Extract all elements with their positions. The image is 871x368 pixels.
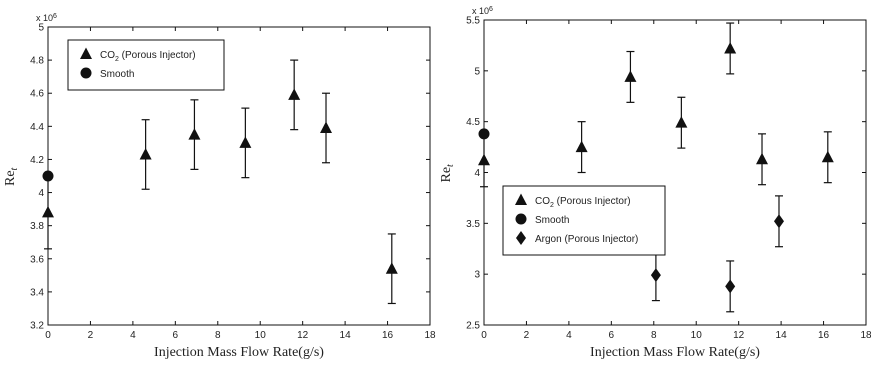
- x-tick-label: 6: [173, 330, 179, 341]
- x-tick-label: 16: [818, 330, 830, 341]
- x-axis-label: Injection Mass Flow Rate(g/s): [154, 345, 324, 360]
- legend-label: CO2 (Porous Injector): [535, 196, 631, 209]
- x-tick-label: 18: [860, 330, 871, 341]
- y-tick-label: 3.6: [30, 254, 44, 265]
- x-tick-label: 10: [691, 330, 703, 341]
- chart-panel-1: 0 2 4 6 8 10 12 14 16 18 3.2 3.4 3.6 3.8 4 4.2 4.4 4.6 4.8…: [3, 13, 436, 360]
- legend-label: Smooth: [535, 215, 569, 226]
- series-circle: [478, 128, 490, 140]
- x-tick-label: 0: [45, 330, 51, 341]
- legend: CO2 (Porous Injector) Smooth Argon (Porous…: [502, 185, 666, 256]
- data-point-circle: [42, 170, 54, 182]
- legend-marker-diamond: [516, 231, 526, 245]
- data-point-circle: [478, 128, 490, 140]
- y-tick-label: 3: [474, 270, 480, 281]
- y-tick-label: 4.6: [30, 89, 44, 100]
- x-tick-label: 8: [215, 330, 221, 341]
- plot-frame: [483, 19, 867, 326]
- data-point-triangle: [724, 41, 737, 54]
- series-triangle: [478, 22, 834, 188]
- data-point-triangle: [320, 121, 333, 133]
- legend-label: Argon (Porous Injector): [535, 234, 638, 245]
- data-point-triangle: [385, 262, 398, 274]
- series-triangle: [42, 59, 398, 305]
- y-tick-label: 4.8: [30, 56, 44, 67]
- x-tick-label: 14: [340, 330, 352, 341]
- y-axis-label: Ret: [439, 164, 456, 183]
- data-point-triangle: [42, 205, 54, 218]
- y-tick-label: 3.4: [30, 287, 44, 298]
- legend-marker-triangle: [80, 47, 92, 59]
- legend: CO2 (Porous Injector) Smooth: [67, 39, 225, 91]
- x-tick-label: 6: [609, 330, 615, 341]
- y-tick-label: 4.5: [466, 117, 480, 128]
- x-tick-label: 2: [524, 330, 530, 341]
- data-point-triangle: [575, 140, 588, 153]
- x-tick-label: 4: [566, 330, 572, 341]
- x-tick-label: 2: [88, 330, 94, 341]
- y-tick-label: 4: [38, 188, 44, 199]
- data-point-triangle: [288, 88, 301, 100]
- y-tick-label: 5: [474, 66, 480, 77]
- data-point-triangle: [756, 152, 769, 165]
- y-tick-label: 4.2: [30, 155, 44, 166]
- x-tick-label: 8: [651, 330, 657, 341]
- y-scale-note: x 106: [472, 6, 493, 16]
- x-tick-label: 12: [733, 330, 745, 341]
- legend-label: Smooth: [100, 69, 134, 80]
- y-axis-label: Ret: [3, 167, 20, 186]
- chart-panel-2: 0 2 4 6 8 10 12 14 16 18 2.5 3 3.5 4 4.5 5 5.5x 106 Injec…: [439, 6, 871, 360]
- data-point-triangle: [821, 150, 834, 163]
- data-point-triangle: [139, 147, 152, 160]
- legend-box: [67, 39, 225, 91]
- x-tick-label: 10: [255, 330, 267, 341]
- x-tick-label: 0: [481, 330, 487, 341]
- x-axis-label: Injection Mass Flow Rate(g/s): [590, 345, 760, 360]
- legend-marker-circle: [515, 213, 527, 225]
- data-point-triangle: [478, 153, 490, 166]
- series-diamond: [650, 195, 784, 313]
- legend-marker-circle: [80, 67, 92, 79]
- data-point-triangle: [624, 70, 637, 82]
- legend-marker-triangle: [515, 193, 527, 205]
- y-tick-label: 3.8: [30, 221, 44, 232]
- data-point-diamond: [773, 214, 784, 229]
- legend-label: CO2 (Porous Injector): [100, 50, 196, 63]
- y-tick-label: 4.4: [30, 122, 44, 133]
- x-tick-label: 12: [297, 330, 309, 341]
- y-tick-label: 5.5: [466, 16, 480, 27]
- y-tick-label: 3.2: [30, 321, 44, 332]
- y-tick-label: 2.5: [466, 321, 480, 332]
- data-point-triangle: [239, 136, 252, 148]
- legend-box: [502, 185, 666, 256]
- x-tick-label: 18: [424, 330, 436, 341]
- data-point-triangle: [188, 128, 201, 140]
- data-point-diamond: [725, 279, 736, 294]
- data-point-diamond: [650, 268, 661, 283]
- x-tick-label: 14: [776, 330, 788, 341]
- y-tick-label: 3.5: [466, 219, 480, 230]
- series-circle: [42, 170, 54, 182]
- x-tick-label: 16: [382, 330, 394, 341]
- x-tick-label: 4: [130, 330, 136, 341]
- y-tick-label: 4: [474, 168, 480, 179]
- y-scale-note: x 106: [36, 13, 57, 23]
- data-point-triangle: [675, 116, 688, 128]
- y-tick-label: 5: [38, 23, 44, 34]
